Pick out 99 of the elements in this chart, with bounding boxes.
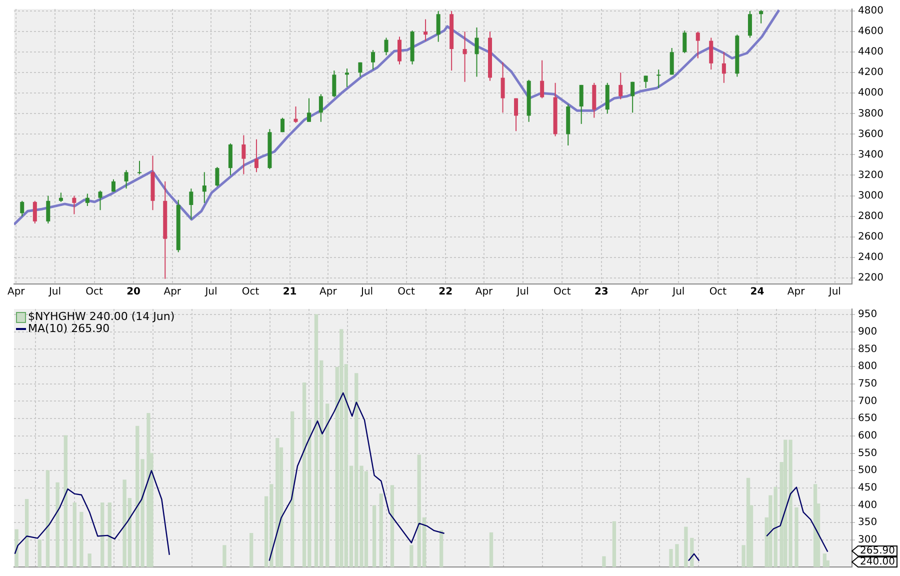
y-tick-label: 500 — [858, 465, 878, 476]
y-tick-label: 4000 — [858, 88, 884, 99]
y-tick-label: 600 — [858, 430, 878, 442]
x-tick-label: Jul — [48, 286, 62, 298]
candlestick — [474, 26, 479, 78]
candlestick — [500, 62, 505, 114]
candlestick — [540, 60, 544, 99]
text: 240.00 — [860, 556, 895, 568]
x-tick-label: 21 — [282, 286, 297, 298]
y-tick-label: 950 — [858, 309, 878, 320]
x-tick-label: Oct — [553, 286, 571, 298]
x-tick-label: Jul — [672, 286, 685, 298]
legend-label: $NYHGHW 240.00 (14 Jun) — [28, 310, 175, 323]
candlestick — [371, 50, 376, 70]
y-tick-label: 2400 — [858, 252, 884, 263]
y-tick-label: 4600 — [858, 26, 884, 38]
x-tick-label: Jul — [516, 286, 529, 298]
x-tick-label: Jul — [828, 286, 841, 298]
candlestick — [228, 142, 232, 176]
candlestick — [644, 75, 648, 89]
candlestick — [58, 192, 63, 202]
x-tick-label: Oct — [398, 286, 416, 298]
y-tick-label: 350 — [858, 517, 878, 528]
x-tick-label: 20 — [126, 286, 141, 298]
candlestick — [72, 195, 76, 215]
candlestick — [384, 37, 388, 56]
x-tick-label: Apr — [164, 286, 182, 298]
x-tick-label: Jul — [204, 286, 218, 298]
y-tick-label: 2200 — [858, 272, 884, 284]
y-tick-label: 550 — [858, 448, 878, 459]
x-tick-label: Apr — [787, 286, 806, 298]
candlestick — [318, 94, 323, 122]
candlestick — [98, 190, 102, 211]
x-tick-label: Oct — [709, 286, 727, 298]
x-tick-label: 23 — [594, 286, 608, 298]
x-tick-label: Apr — [320, 286, 338, 298]
y-tick-label: 3200 — [858, 170, 884, 181]
x-tick-label: Oct — [242, 286, 260, 298]
candlestick — [696, 31, 700, 59]
y-tick-label: 700 — [858, 396, 878, 407]
y-tick-label: 850 — [858, 344, 878, 355]
y-tick-label: 2600 — [858, 231, 884, 242]
candlestick — [46, 195, 50, 224]
x-tick-label: 24 — [750, 286, 764, 298]
candlestick — [514, 98, 518, 132]
candlestick — [111, 178, 116, 192]
x-tick-label: Apr — [475, 286, 494, 298]
candlestick — [202, 172, 206, 204]
x-tick-label: 22 — [438, 286, 453, 298]
candlestick — [682, 30, 687, 54]
y-tick-label: 750 — [858, 378, 878, 390]
y-tick-label: 3000 — [858, 190, 884, 202]
candlestick — [32, 200, 37, 224]
y-tick-label: 4200 — [858, 67, 884, 78]
y-tick-label: 3600 — [858, 128, 884, 140]
y-tick-label: 800 — [858, 361, 878, 372]
candlestick — [344, 68, 349, 88]
candlestick — [189, 188, 194, 220]
y-tick-label: 4800 — [858, 6, 884, 17]
candlestick — [306, 98, 311, 122]
candlestick — [709, 37, 714, 70]
candlestick — [358, 62, 362, 78]
y-tick-label: 300 — [858, 534, 878, 546]
candlestick — [397, 36, 402, 65]
candlestick — [424, 18, 428, 42]
candlestick — [20, 200, 24, 217]
candlestick — [630, 81, 635, 114]
candlestick — [722, 52, 726, 84]
candlestick — [124, 170, 128, 190]
candlestick — [332, 70, 336, 98]
x-tick-label: Apr — [631, 286, 650, 298]
candlestick — [436, 10, 440, 42]
y-tick-label: 650 — [858, 413, 878, 424]
x-tick-label: Apr — [7, 286, 26, 298]
candlestick — [656, 69, 661, 89]
candlestick — [242, 134, 246, 175]
candlestick — [670, 47, 674, 76]
candlestick — [85, 193, 90, 207]
y-tick-label: 3400 — [858, 149, 884, 160]
x-tick-label: Jul — [360, 286, 374, 298]
x-tick-label: Oct — [86, 286, 103, 298]
y-tick-label: 4400 — [858, 46, 884, 58]
y-tick-label: 450 — [858, 482, 878, 494]
candlestick — [759, 10, 764, 24]
candlestick — [254, 138, 258, 173]
candlestick — [280, 117, 285, 133]
candlestick — [294, 106, 298, 124]
legend-label: MA(10) 265.90 — [28, 322, 110, 335]
candlestick — [579, 84, 584, 124]
candlestick — [748, 10, 752, 38]
candlestick — [215, 166, 220, 188]
candlestick — [138, 160, 142, 175]
y-tick-label: 900 — [858, 326, 878, 338]
candlestick — [462, 31, 467, 82]
y-tick-label: 2800 — [858, 210, 884, 222]
y-tick-label: 3800 — [858, 108, 884, 120]
y-tick-label: 400 — [858, 500, 878, 511]
candlestick — [618, 72, 623, 100]
text: 265.90 — [860, 546, 895, 557]
